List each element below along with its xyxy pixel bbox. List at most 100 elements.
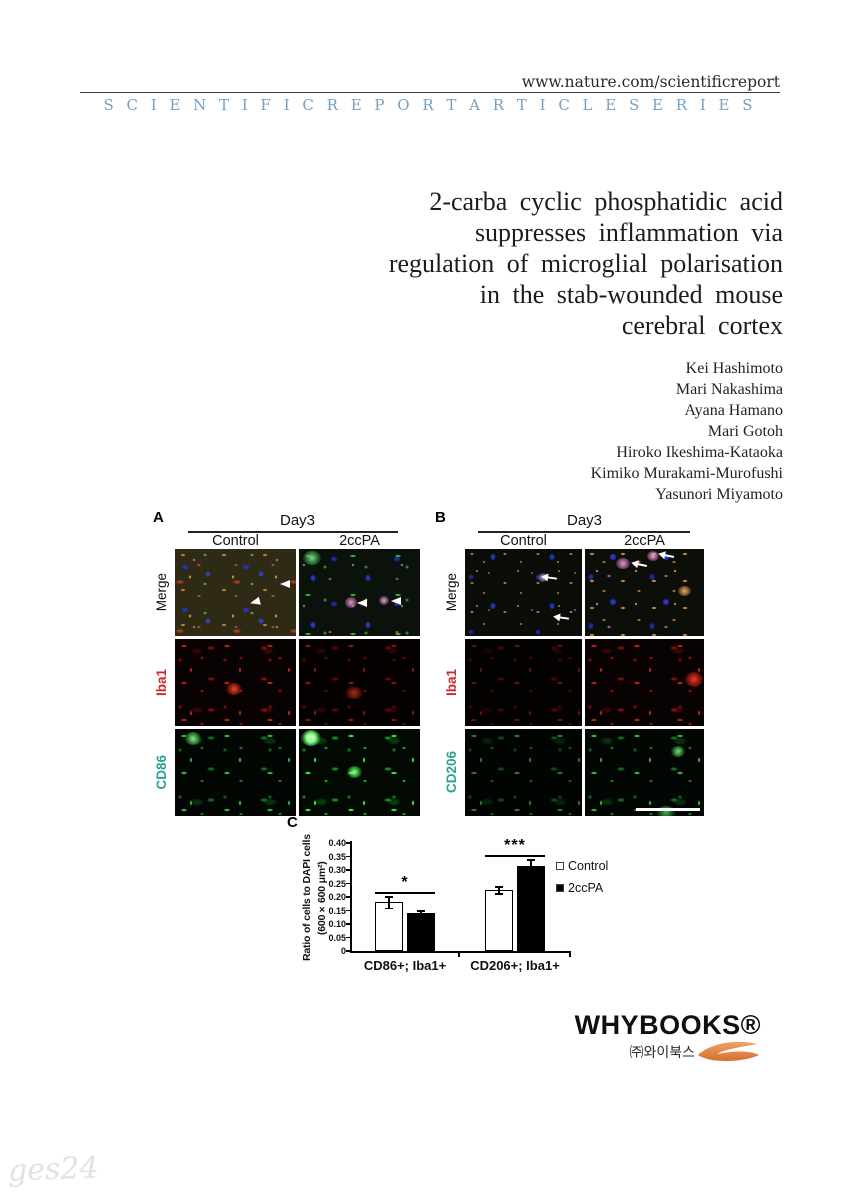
y-axis-tick [346,923,350,925]
micro-image-b-merge-control [465,549,582,636]
panel-a-day-underline [188,531,398,533]
bar-2ccpa-1 [517,865,545,951]
cell-blob [344,596,357,608]
error-cap [417,915,425,917]
y-tick-label: 0.15 [328,905,346,916]
error-cap [495,886,503,888]
legend-item-control: Control [556,859,608,873]
y-axis-line [350,841,352,951]
y-tick-label: 0.10 [328,919,346,929]
arrow-marker [637,562,648,567]
cell-blob [684,672,703,688]
y-tick-label: 0.25 [328,878,346,889]
cell-blob [670,746,685,758]
micro-image-a-iba1-2ccpa [299,639,420,726]
panel-b-col-control: Control [500,533,547,549]
cell-blob [184,731,201,745]
scale-bar [636,808,700,811]
legend-swatch-icon [556,884,564,892]
arrow-marker [663,554,674,559]
y-axis-tick [346,950,350,952]
panel-b-label: B [435,509,446,526]
panel-a-day-header: Day3 [279,512,316,529]
error-cap [527,859,535,861]
panel-b-day-underline [478,531,690,533]
y-tick-label: 0.05 [328,932,346,943]
micro-image-a-cd86-control [175,729,296,816]
error-cap [495,893,503,895]
error-cap [417,910,425,912]
panel-a-row-cd86-label: CD86 [153,755,169,790]
legend-label: Control [568,859,609,873]
arrowhead-marker [249,596,261,607]
author: Mari Nakashima [675,381,783,398]
series-banner: S C I E N T I F I C R E P O R T A R T I … [103,96,757,114]
panel-a-row-iba1-label: Iba1 [153,668,169,696]
title-line: regulation of microglial polarisation [388,249,783,278]
arrowhead-marker [390,596,401,605]
author: Kimiko Murakami-Murofushi [590,465,783,482]
panel-a-col-control: Control [212,533,259,549]
y-tick-label: 0.20 [328,892,346,902]
title-line: in the stab-wounded mouse [479,280,783,309]
panel-c-label: C [287,814,298,831]
author: Ayana Hamano [684,402,784,419]
x-axis-tick [569,953,571,957]
y-axis-tick [346,882,350,885]
publisher-brand-text: WHYBOOKS® [574,1010,761,1040]
error-cap [527,871,535,874]
error-bar [498,887,500,894]
cell-blob [344,686,363,699]
bookstore-watermark: ges24 [7,1150,100,1189]
panel-b-image-grid [465,549,704,816]
legend-item-2ccpa: 2ccPA [556,881,608,895]
publisher-subtext: ㈜와이북스 [629,1044,695,1060]
micro-image-b-iba1-2ccpa [585,639,704,726]
x-axis-line [350,951,571,953]
author-list: Kei Hashimoto Mari Nakashima Ayana Haman… [591,358,783,505]
author: Mari Gotoh [707,423,783,440]
x-axis-tick [458,953,460,957]
bar-2ccpa-0 [407,913,435,951]
error-cap [385,896,393,898]
panel-b-row-merge-label: Merge [443,573,459,612]
x-category-label: CD206+; Iba1+ [470,958,560,973]
micro-image-a-iba1-control [175,639,296,726]
site-url: www.nature.com/scientificreport [521,73,780,91]
error-bar [420,911,422,916]
panel-b-row-cd206-label: CD206 [443,751,459,794]
micro-image-a-merge-2ccpa [299,549,420,636]
logo-swoosh-icon [698,1041,759,1062]
bar-control-0 [375,902,403,951]
header-rule [80,92,780,93]
y-axis-tick [346,869,350,871]
legend-swatch-icon [556,862,564,870]
significance-line [485,855,545,857]
arrowhead-marker [280,580,291,589]
significance-label: * [401,874,409,891]
micro-image-a-cd86-2ccpa [299,729,420,816]
panel-b-col-2ccpa: 2ccPA [624,533,665,549]
cell-blob [302,550,321,565]
y-axis-tick [346,896,350,898]
y-tick-label: 0.40 [328,838,346,848]
legend-label: 2ccPA [568,881,604,895]
micro-image-b-iba1-control [465,639,582,726]
x-category-label: CD86+; Iba1+ [363,958,447,973]
bar-chart: Ratio of cells to DAPI cells (600×600 μm… [300,828,680,993]
cell-blob [301,729,322,746]
micro-image-b-cd206-2ccpa [585,729,704,816]
panel-a-label: A [153,509,164,526]
title-line: 2-carba cyclic phosphatidic acid [429,187,783,216]
bar-control-1 [485,890,513,951]
y-axis-tick [346,842,350,844]
y-axis-tick [346,909,350,912]
y-axis-tick [346,936,350,939]
error-cap [385,907,393,910]
y-tick-label: 0.35 [328,851,346,862]
panel-b-row-iba1-label: Iba1 [443,668,459,696]
y-tick-label: 0.30 [328,865,346,875]
arrowhead-marker [357,599,368,608]
arrow-marker [546,576,557,580]
y-tick-label: 0 [340,946,346,956]
